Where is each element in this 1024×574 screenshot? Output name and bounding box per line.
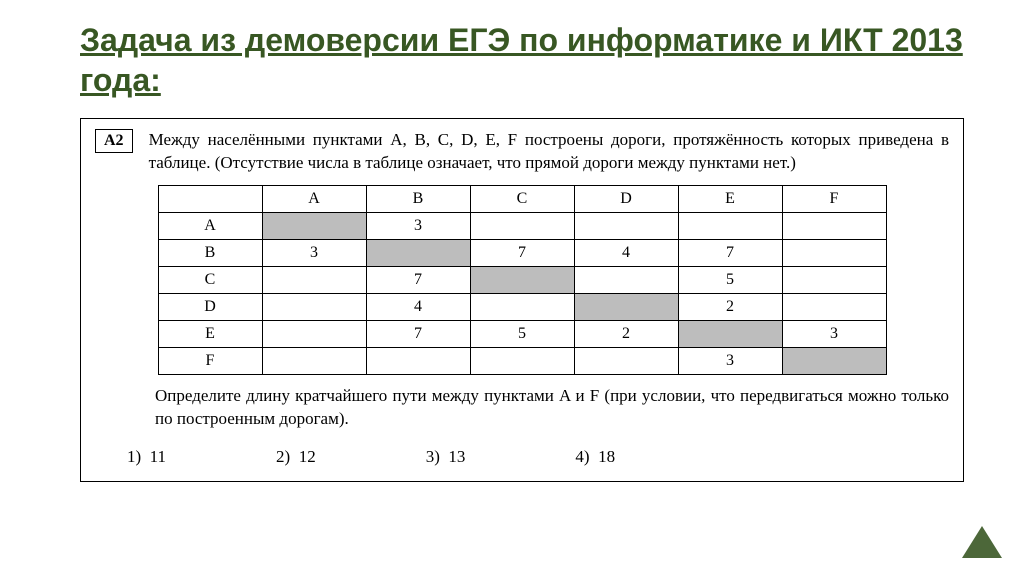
table-header-cell: B [366,185,470,212]
table-cell [782,239,886,266]
question-number-badge: А2 [95,129,133,153]
table-cell: 3 [678,347,782,374]
triangle-icon [962,526,1002,558]
answer-option: 3) 13 [426,447,466,467]
table-cell [782,266,886,293]
problem-intro: Между населёнными пунктами A, B, C, D, E… [149,129,949,175]
table-cell [678,320,782,347]
table-row-label: A [158,212,262,239]
table-cell [262,293,366,320]
table-cell [470,293,574,320]
table-row: B 3 7 4 7 [158,239,886,266]
table-header-row: A B C D E F [158,185,886,212]
table-cell [470,212,574,239]
table-row-label: B [158,239,262,266]
table-cell [782,347,886,374]
table-header-cell: A [262,185,366,212]
table-cell: 4 [574,239,678,266]
table-row: F 3 [158,347,886,374]
table-header-cell: D [574,185,678,212]
table-cell [470,266,574,293]
table-cell [262,266,366,293]
answer-option: 2) 12 [276,447,316,467]
table-cell: 7 [470,239,574,266]
table-cell [574,266,678,293]
table-cell: 7 [366,320,470,347]
table-row: A 3 [158,212,886,239]
table-cell: 7 [366,266,470,293]
table-cell: 4 [366,293,470,320]
table-cell: 5 [678,266,782,293]
table-row-label: F [158,347,262,374]
problem-box: А2 Между населёнными пунктами A, B, C, D… [80,118,964,482]
table-cell: 2 [678,293,782,320]
table-cell [262,347,366,374]
table-cell [366,239,470,266]
table-header-cell: F [782,185,886,212]
table-cell: 7 [678,239,782,266]
table-cell [678,212,782,239]
table-cell [574,347,678,374]
table-cell: 5 [470,320,574,347]
table-header-cell: E [678,185,782,212]
table-cell [470,347,574,374]
slide-title: Задача из демоверсии ЕГЭ по информатике … [80,20,964,100]
answer-option: 4) 18 [575,447,615,467]
table-header-cell: C [470,185,574,212]
table-cell: 3 [366,212,470,239]
table-cell [782,293,886,320]
table-row: C 7 5 [158,266,886,293]
answer-options: 1) 11 2) 12 3) 13 4) 18 [127,447,949,467]
table-cell [262,320,366,347]
table-cell: 2 [574,320,678,347]
table-cell [574,293,678,320]
table-row: D 4 2 [158,293,886,320]
table-cell [574,212,678,239]
problem-question: Определите длину кратчайшего пути между … [155,385,949,431]
table-row-label: C [158,266,262,293]
table-cell: 3 [782,320,886,347]
answer-option: 1) 11 [127,447,166,467]
table-cell: 3 [262,239,366,266]
table-cell [262,212,366,239]
table-cell [366,347,470,374]
table-row-label: D [158,293,262,320]
table-header-cell [158,185,262,212]
table-row: E 7 5 2 3 [158,320,886,347]
adjacency-table: A B C D E F A 3 B 3 7 4 [158,185,887,375]
table-cell [782,212,886,239]
table-row-label: E [158,320,262,347]
